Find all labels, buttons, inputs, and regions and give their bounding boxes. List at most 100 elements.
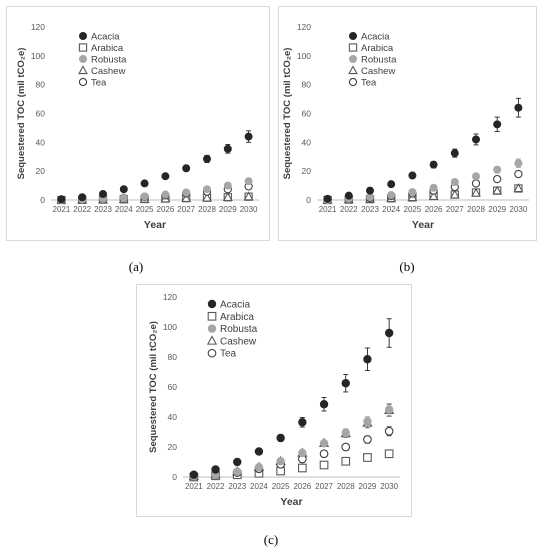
data-point xyxy=(223,144,232,153)
data-point xyxy=(211,465,220,474)
data-point xyxy=(450,177,459,186)
caption-a: (a) xyxy=(128,259,144,274)
data-point xyxy=(408,171,417,180)
data-point xyxy=(276,457,285,466)
x-tick-label: 2030 xyxy=(380,482,398,491)
legend-label: Tea xyxy=(361,78,377,89)
data-point xyxy=(244,177,253,186)
x-tick-label: 2026 xyxy=(293,482,311,491)
data-point xyxy=(78,193,87,202)
data-point xyxy=(319,460,329,470)
data-point xyxy=(243,191,254,201)
data-point xyxy=(493,174,502,184)
legend-marker xyxy=(79,55,88,64)
data-point xyxy=(57,195,66,204)
x-tick-label: 2021 xyxy=(185,482,203,491)
series-arabica xyxy=(323,184,523,205)
data-point xyxy=(319,439,329,448)
data-point xyxy=(223,181,232,190)
data-point xyxy=(450,149,459,158)
x-tick-label: 2026 xyxy=(157,205,175,214)
legend-marker xyxy=(349,55,358,64)
y-axis-title: Sequestered TOC (mil tCO₂e) xyxy=(148,321,159,453)
data-point xyxy=(428,191,439,201)
data-point xyxy=(384,328,394,338)
data-point xyxy=(471,179,481,188)
chart-svg-c: 0 20 40 60 80 100 120 2021 2022 2023 2024 2025 2026 2… xyxy=(148,292,400,508)
data-point xyxy=(514,159,523,168)
legend-marker xyxy=(78,65,88,75)
series-acacia xyxy=(323,97,523,203)
chart-panel-c: 0 20 40 60 80 100 120 2021 2022 2023 2024 2025 2026 2… xyxy=(136,284,412,517)
x-tick-label: 2022 xyxy=(340,205,358,214)
series-tea xyxy=(323,169,523,204)
x-axis-title: Year xyxy=(144,219,166,231)
data-point xyxy=(119,185,128,194)
data-point xyxy=(140,192,149,201)
data-point xyxy=(493,165,502,174)
legend-label: Cashew xyxy=(91,66,125,77)
y-tick-label: 120 xyxy=(163,292,177,302)
y-tick-label: 20 xyxy=(36,166,46,176)
series-robusta xyxy=(323,158,523,204)
data-point xyxy=(344,191,353,200)
data-point xyxy=(384,405,394,414)
chart-panel-b: 0 20 40 60 80 100 120 2021 2022 2023 2024 2025 2026 2… xyxy=(278,6,537,241)
x-tick-label: 2027 xyxy=(315,482,333,491)
series-acacia xyxy=(57,130,253,204)
data-point xyxy=(429,160,438,169)
data-point xyxy=(363,435,372,444)
data-point xyxy=(363,453,372,462)
x-tick-label: 2024 xyxy=(382,205,400,214)
y-tick-label: 120 xyxy=(297,22,311,32)
legend-label: Arabica xyxy=(220,312,254,323)
data-point xyxy=(99,189,108,198)
data-point xyxy=(182,164,191,173)
legend-label: Arabica xyxy=(361,43,394,54)
data-point xyxy=(492,185,503,195)
series-acacia xyxy=(189,318,394,479)
data-point xyxy=(514,169,523,179)
series-tea xyxy=(189,426,394,481)
legend-marker xyxy=(78,77,88,87)
x-tick-label: 2023 xyxy=(228,482,246,491)
x-tick-label: 2029 xyxy=(359,482,377,491)
x-tick-label: 2030 xyxy=(240,205,258,214)
chart-panel-a: 0 20 40 60 80 100 120 2021 2022 2023 2024 2025 2026 2… xyxy=(6,6,270,241)
y-tick-label: 100 xyxy=(163,322,177,332)
y-tick-label: 60 xyxy=(302,109,312,119)
x-tick-label: 2030 xyxy=(510,205,528,214)
x-tick-label: 2028 xyxy=(337,482,355,491)
data-point xyxy=(298,463,307,473)
data-point xyxy=(182,188,191,197)
x-tick-label: 2028 xyxy=(198,205,216,214)
x-tick-label: 2027 xyxy=(446,205,464,214)
data-point xyxy=(384,426,394,436)
y-tick-label: 100 xyxy=(297,51,311,61)
series-arabica xyxy=(57,192,253,205)
data-point xyxy=(298,418,307,427)
data-point xyxy=(514,103,523,112)
legend-label: Acacia xyxy=(361,32,390,43)
legend-label: Cashew xyxy=(220,336,257,347)
series-robusta xyxy=(189,403,394,481)
legend-label: Cashew xyxy=(361,66,395,77)
y-tick-label: 0 xyxy=(172,472,177,482)
x-tick-label: 2025 xyxy=(404,205,422,214)
x-tick-label: 2022 xyxy=(73,205,91,214)
x-tick-label: 2027 xyxy=(177,205,195,214)
data-point xyxy=(276,433,285,443)
y-tick-label: 60 xyxy=(168,382,178,392)
x-tick-label: 2021 xyxy=(319,205,337,214)
x-axis-title: Year xyxy=(280,496,302,508)
data-point xyxy=(408,188,417,197)
data-point xyxy=(471,172,480,181)
data-point xyxy=(222,192,233,202)
data-point xyxy=(161,190,170,199)
data-point xyxy=(363,355,372,364)
legend-marker xyxy=(207,348,217,358)
